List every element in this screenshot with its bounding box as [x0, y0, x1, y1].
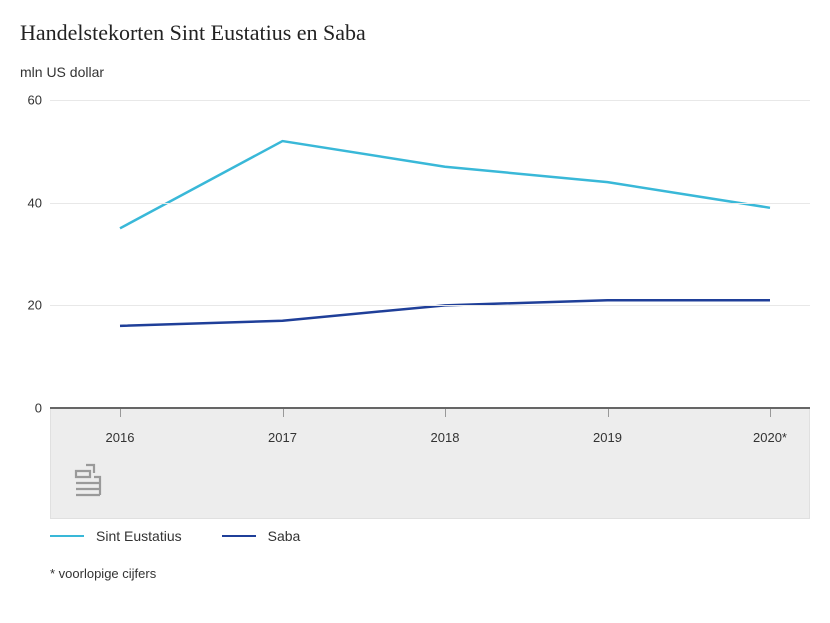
y-tick-label: 0: [35, 401, 42, 416]
legend: Sint Eustatius Saba: [50, 528, 810, 544]
x-tick: [283, 409, 284, 417]
chart-title: Handelstekorten Sint Eustatius en Saba: [20, 20, 810, 46]
footnote: * voorlopige cijfers: [50, 566, 810, 581]
y-tick-label: 60: [28, 93, 42, 108]
chart-subtitle: mln US dollar: [20, 64, 810, 80]
x-tick-label: 2017: [268, 430, 297, 445]
x-tick: [608, 409, 609, 417]
x-tick: [445, 409, 446, 417]
x-tick-label: 2016: [106, 430, 135, 445]
legend-label: Sint Eustatius: [96, 528, 182, 544]
x-tick-label: 2019: [593, 430, 622, 445]
x-tick-label: 2018: [431, 430, 460, 445]
gridline: [50, 305, 810, 306]
legend-swatch: [222, 535, 256, 538]
cbs-logo-icon: [72, 463, 108, 499]
gridline: [50, 100, 810, 101]
x-tick: [120, 409, 121, 417]
x-tick: [770, 409, 771, 417]
legend-label: Saba: [268, 528, 301, 544]
legend-item: Sint Eustatius: [50, 528, 182, 544]
plot-area: 0204060 20162017201820192020*: [50, 88, 810, 408]
y-axis: 0204060: [20, 88, 50, 408]
series-line: [120, 300, 770, 326]
legend-swatch: [50, 535, 84, 538]
line-series-svg: [50, 88, 810, 408]
legend-item: Saba: [222, 528, 301, 544]
x-axis-pane: [50, 409, 810, 519]
x-tick-label: 2020*: [753, 430, 787, 445]
series-line: [120, 141, 770, 228]
gridline: [50, 203, 810, 204]
y-tick-label: 40: [28, 195, 42, 210]
chart-container: Handelstekorten Sint Eustatius en Saba m…: [20, 20, 810, 581]
y-tick-label: 20: [28, 298, 42, 313]
